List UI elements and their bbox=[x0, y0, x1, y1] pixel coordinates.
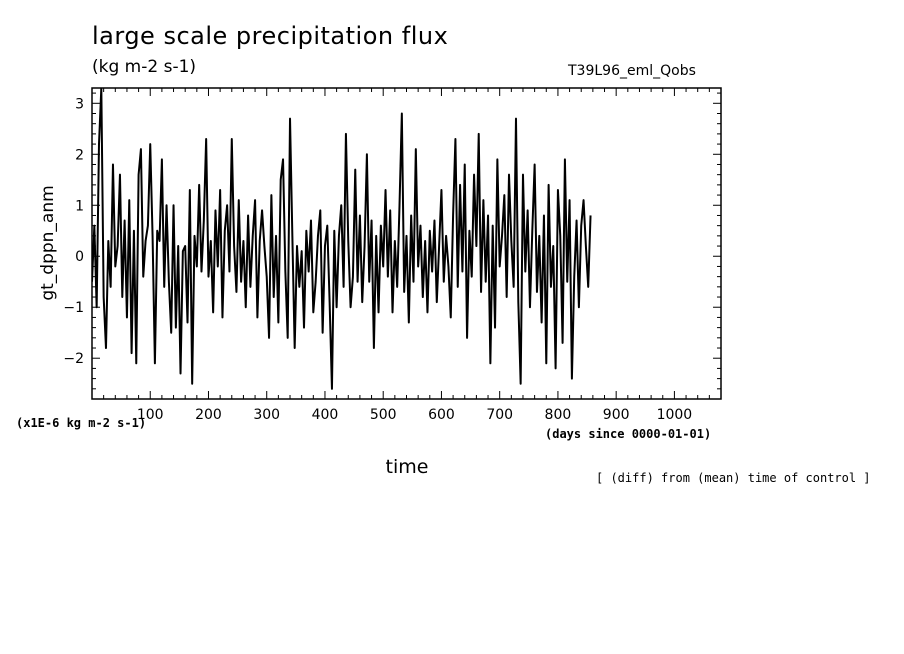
x-tick-label: 700 bbox=[486, 407, 513, 423]
x-tick-label: 100 bbox=[137, 407, 164, 423]
case-label: T39L96_eml_Qobs bbox=[568, 63, 696, 79]
axis-ticks bbox=[91, 88, 722, 399]
y-tick-label: 1 bbox=[75, 198, 84, 214]
x-tick-label: 400 bbox=[312, 407, 339, 423]
x-tick-label: 200 bbox=[195, 407, 222, 423]
scale-note: (x1E-6 kg m-2 s-1) bbox=[16, 416, 147, 430]
x-axis-label: time bbox=[385, 456, 429, 478]
y-tick-label: 0 bbox=[75, 249, 84, 265]
x-tick-label: 1000 bbox=[657, 407, 693, 423]
axis-tick-labels: −2 −1 0 1 2 3 100 200 300 400 500 600 700 800 900 1000 bbox=[63, 96, 692, 423]
series-group bbox=[92, 88, 592, 390]
series-line-gt_dppn_anm bbox=[92, 88, 592, 390]
x-tick-label: 800 bbox=[545, 407, 572, 423]
chart-units-label: (kg m-2 s-1) bbox=[92, 57, 197, 77]
time-units-label: (days since 0000-01-01) bbox=[545, 427, 712, 441]
x-tick-label: 500 bbox=[370, 407, 397, 423]
x-tick-label: 300 bbox=[253, 407, 280, 423]
x-tick-label: 900 bbox=[603, 407, 630, 423]
y-tick-label: 3 bbox=[75, 96, 84, 112]
diff-note: [ (diff) from (mean) time of control ] bbox=[596, 471, 871, 485]
x-tick-label: 600 bbox=[428, 407, 455, 423]
y-tick-label: −2 bbox=[63, 351, 84, 367]
y-tick-label: −1 bbox=[63, 300, 84, 316]
chart-title: large scale precipitation flux bbox=[92, 22, 449, 50]
y-tick-label: 2 bbox=[75, 147, 84, 163]
